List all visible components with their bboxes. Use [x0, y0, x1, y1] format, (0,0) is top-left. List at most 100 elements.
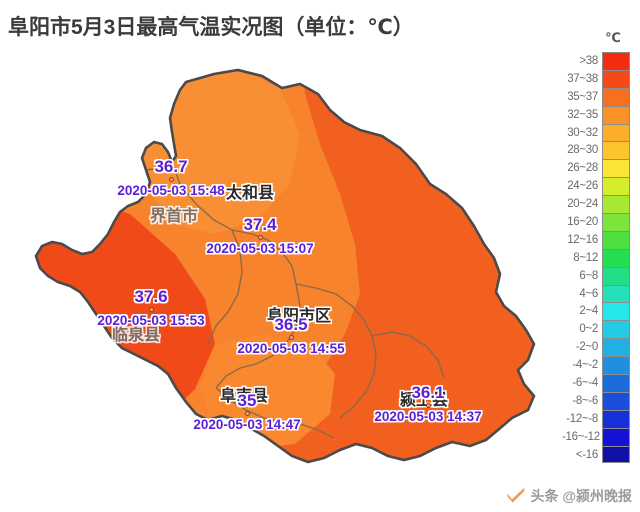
legend-range-label: 24~26	[567, 180, 598, 193]
station-temp: 36.7	[154, 157, 188, 176]
legend-color-swatch	[602, 52, 630, 70]
legend-color-swatch	[602, 213, 630, 231]
station-time: 2020-05-03 14:55	[237, 341, 345, 356]
legend-row: -4~-2	[558, 356, 630, 375]
area-label-linquan: 临泉县	[112, 327, 161, 344]
station-time: 2020-05-03 15:48	[117, 183, 225, 198]
station-dot	[425, 403, 431, 408]
legend-range-label: >38	[579, 54, 598, 67]
station-temp: 36.5	[274, 315, 308, 334]
band-lighter-north	[142, 70, 300, 234]
station-dot	[288, 335, 294, 340]
legend-color-swatch	[602, 391, 630, 410]
county-borders	[145, 161, 445, 439]
station-temp: 37.6	[134, 287, 168, 306]
legend-row: 8~12	[558, 248, 630, 267]
station-linquan[interactable]: 37.6 2020-05-03 15:53	[71, 287, 231, 329]
legend-range-label: 4~6	[579, 287, 598, 300]
station-jieshou[interactable]: 36.7 2020-05-03 15:48	[91, 157, 251, 199]
legend-range-label: -6~-4	[572, 376, 598, 389]
legend-row: 30~32	[558, 123, 630, 142]
station-temp: 35	[237, 391, 257, 410]
station-dot	[148, 307, 154, 312]
legend-range-label: -4~-2	[572, 359, 598, 372]
legend-color-swatch	[602, 195, 630, 214]
area-label-taihe: 太和县	[226, 185, 275, 202]
legend-color-swatch	[602, 141, 630, 160]
watermark: 头条 @颍州晚报	[506, 486, 632, 506]
legend-range-label: -12~-8	[566, 412, 598, 425]
legend-color-swatch	[602, 427, 630, 446]
area-label-fuyang-urban: 阜阳市区	[267, 308, 332, 325]
legend-color-swatch	[602, 230, 630, 249]
station-fuyang-urban[interactable]: 36.5 2020-05-03 14:55	[211, 315, 371, 357]
legend-range-label: <-16	[575, 448, 598, 461]
legend-row: 0~2	[558, 320, 630, 339]
legend-color-swatch	[602, 248, 630, 267]
legend-row: 26~28	[558, 159, 630, 178]
station-funan[interactable]: 35 2020-05-03 14:47	[167, 391, 327, 433]
station-dot	[244, 411, 250, 416]
legend-range-label: 6~8	[579, 269, 598, 282]
legend-row: -8~-6	[558, 391, 630, 410]
legend-row: <-16	[558, 445, 630, 464]
legend-color-swatch	[602, 123, 630, 142]
area-label-funan: 阜南县	[220, 388, 269, 405]
legend-row: 35~37	[558, 87, 630, 106]
legend-color-swatch	[602, 177, 630, 196]
legend-row: 20~24	[558, 195, 630, 214]
legend-range-label: 16~20	[567, 215, 598, 228]
legend-row: 6~8	[558, 266, 630, 285]
legend-range-label: 30~32	[567, 126, 598, 139]
legend-row: -6~-4	[558, 374, 630, 392]
station-taihe[interactable]: 37.4 2020-05-03 15:07	[180, 215, 340, 257]
legend-range-label: 20~24	[567, 198, 598, 211]
legend-rows: >38 37~38 35~37 32~35 30~32 28~30 26~28 24~26 20…	[558, 52, 630, 464]
legend-row: 24~26	[558, 177, 630, 196]
legend-row: 16~20	[558, 213, 630, 231]
station-temp: 37.4	[243, 215, 277, 234]
legend-range-label: 0~2	[579, 323, 598, 336]
page-title: 阜阳市5月3日最高气温实况图（单位：℃）	[8, 16, 414, 39]
station-dot	[168, 177, 174, 182]
legend-color-swatch	[602, 105, 630, 124]
legend-range-label: -16~-12	[562, 430, 600, 443]
legend-range-label: 32~35	[567, 108, 598, 121]
legend-range-label: 37~38	[567, 72, 598, 85]
station-time: 2020-05-03 14:47	[193, 417, 301, 432]
legend-color-swatch	[602, 284, 630, 303]
legend-color-swatch	[602, 320, 630, 339]
legend-range-label: 12~16	[567, 233, 598, 246]
legend-range-label: 28~30	[567, 144, 598, 157]
legend-row: 12~16	[558, 230, 630, 249]
legend-row: 32~35	[558, 105, 630, 124]
legend-range-label: -8~-6	[572, 394, 598, 407]
temperature-legend: ℃ >38 37~38 35~37 32~35 30~32 28~30 26~28 24~26…	[558, 30, 636, 480]
area-label-jieshou: 界首市	[150, 208, 199, 225]
legend-row: 2~4	[558, 302, 630, 321]
city-outline	[34, 68, 536, 464]
legend-range-label: 35~37	[567, 90, 598, 103]
legend-row: 37~38	[558, 69, 630, 88]
legend-color-swatch	[602, 338, 630, 357]
legend-row: >38	[558, 52, 630, 70]
legend-row: -2~0	[558, 338, 630, 357]
legend-color-swatch	[602, 69, 630, 88]
station-time: 2020-05-03 15:07	[206, 241, 314, 256]
station-time: 2020-05-03 15:53	[97, 313, 205, 328]
legend-row: 4~6	[558, 284, 630, 303]
legend-row: -12~-8	[558, 409, 630, 428]
watermark-text: 头条 @颍州晚报	[530, 488, 632, 504]
area-label-yingshang: 颍上县	[400, 392, 449, 409]
legend-range-label: 2~4	[579, 305, 598, 318]
station-yingshang[interactable]: 36.1 2020-05-03 14:37	[348, 384, 508, 425]
legend-color-swatch	[602, 445, 630, 464]
station-time: 2020-05-03 14:37	[374, 409, 482, 424]
legend-range-label: -2~0	[575, 341, 598, 354]
legend-color-swatch	[602, 266, 630, 285]
map-canvas[interactable]: 界首市 太和县 临泉县 阜阳市区 阜南县 颍上县 36.7 2020-05-03…	[0, 44, 570, 494]
legend-row: 28~30	[558, 141, 630, 160]
legend-unit-label: ℃	[605, 30, 621, 45]
legend-color-swatch	[602, 302, 630, 321]
